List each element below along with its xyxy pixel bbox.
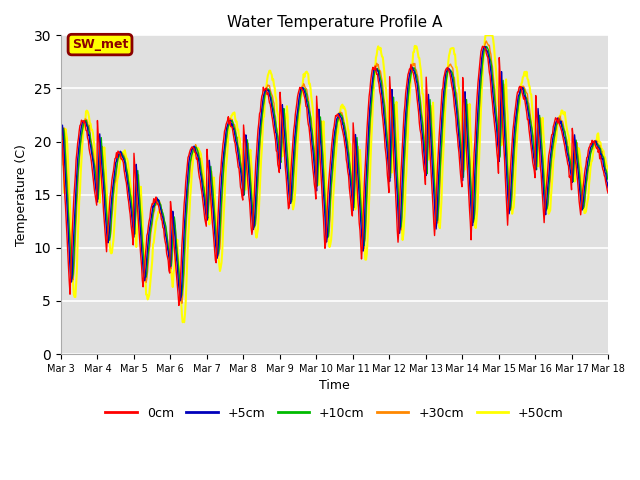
Legend: 0cm, +5cm, +10cm, +30cm, +50cm: 0cm, +5cm, +10cm, +30cm, +50cm: [100, 402, 568, 425]
X-axis label: Time: Time: [319, 379, 350, 392]
Title: Water Temperature Profile A: Water Temperature Profile A: [227, 15, 442, 30]
Text: SW_met: SW_met: [72, 38, 128, 51]
Y-axis label: Temperature (C): Temperature (C): [15, 144, 28, 246]
